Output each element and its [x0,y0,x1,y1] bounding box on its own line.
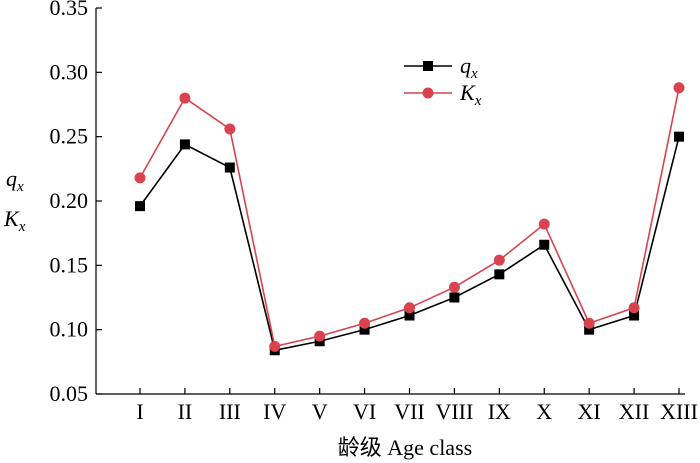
data-point [269,340,281,352]
x-tick-label: IV [263,399,286,424]
data-point [493,254,505,266]
data-point [404,302,415,314]
y-axis-title-bottom-sub: x [18,219,26,235]
data-point [673,82,685,94]
y-axis-title-bottom-main: K [3,206,20,231]
x-tick-label: IX [488,399,511,424]
x-tick-label: VI [353,399,376,424]
legend-label-q-main: q [460,53,471,78]
data-point [628,302,640,314]
data-point [539,239,550,250]
series-1 [134,82,685,352]
legend-label-q: qx [460,53,478,82]
y-tick-label: 0.20 [50,188,89,213]
data-point [538,218,550,230]
legend-label-k-sub: x [474,93,482,109]
y-axis-title-top-sub: x [16,179,24,195]
axes [95,8,685,395]
data-point [359,317,371,329]
y-tick-label: 0.15 [50,252,89,277]
data-point [135,201,145,212]
x-axis-title: 龄级 Age class [338,435,472,460]
data-point [224,123,236,135]
y-tick-label: 0.35 [50,0,89,20]
series-0 [135,131,684,356]
data-point [449,292,460,303]
x-tick-label: V [312,399,328,424]
y-axis-title-top-main: q [6,166,17,191]
y-tick-label: 0.05 [50,381,89,406]
data-point [224,162,235,173]
legend-label-k: Kx [459,80,482,109]
data-point [359,324,370,335]
legend: qx Kx [404,53,482,109]
x-tick-label: III [219,399,241,424]
y-axis-title-bottom: Kx [3,206,26,235]
y-tick-label: 0.30 [50,59,89,84]
x-tick-label: VII [394,399,425,424]
x-tick-label: I [136,399,143,424]
x-ticks: I II III IV V VI VII VIII IX X XI XII XIII [136,388,698,424]
data-point [134,172,146,184]
y-tick-label: 0.25 [50,124,89,149]
data-point [584,324,595,335]
x-tick-label: XIII [660,399,698,424]
legend-marker-k [422,87,434,99]
legend-label-k-main: K [459,80,476,105]
x-tick-label: VIII [435,399,473,424]
y-tick-label: 0.10 [50,317,89,342]
data-point [179,139,190,150]
y-axis-title-top: qx [6,166,24,195]
data-point [448,281,460,293]
x-tick-label: XI [578,399,601,424]
data-point [494,269,505,280]
legend-label-q-sub: x [470,66,478,82]
data-point [674,131,684,142]
data-point [179,92,191,104]
data-point [404,310,415,321]
x-tick-label: II [178,399,193,424]
data-point [583,317,595,329]
data-point [314,330,326,342]
series-group [134,82,685,356]
y-ticks: 0.05 0.10 0.15 0.20 0.25 0.30 0.35 [50,0,102,406]
data-point [629,310,640,321]
x-tick-label: XII [619,399,650,424]
x-tick-label: X [536,399,552,424]
legend-marker-q [423,61,433,71]
